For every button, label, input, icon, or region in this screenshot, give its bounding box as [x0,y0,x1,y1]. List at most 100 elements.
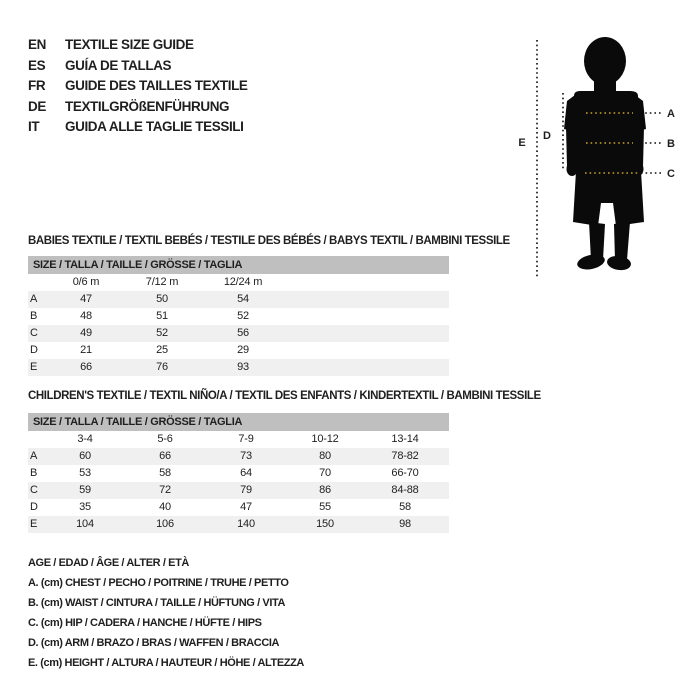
table-cell: 56 [237,327,249,339]
row-label: C [30,484,38,496]
babies-section-title: BABIES TEXTILE / TEXTIL BEBÉS / TESTILE … [28,235,510,247]
figure-label-c: C [667,168,675,180]
table-cell: 72 [159,484,171,496]
child-measurement-figure: A B C D E [518,37,675,277]
row-label: E [30,361,38,373]
legend-line: E. (cm) HEIGHT / ALTURA / HAUTEUR / HÖHE… [28,657,304,669]
figure-label-e: E [518,137,525,149]
table-row: B 53 58 64 70 66-70 [28,465,449,482]
table-row: C 59 72 79 86 84-88 [28,482,449,499]
table-cell: 78-82 [391,450,419,462]
children-section-title: CHILDREN'S TEXTILE / TEXTIL NIÑO/A / TEX… [28,390,541,402]
row-label: C [30,327,38,339]
table-cell: 49 [80,327,92,339]
row-label: D [30,344,38,356]
legend-line: B. (cm) WAIST / CINTURA / TAILLE / HÜFTU… [28,597,286,609]
table-cell: 47 [240,501,252,513]
row-label: B [30,310,38,322]
column-header: 0/6 m [72,276,100,288]
table-cell: 104 [76,518,94,530]
table-cell: 59 [79,484,91,496]
table-row: D 21 25 29 [28,342,449,359]
column-header: 5-6 [157,433,173,445]
table-cell: 47 [80,293,92,305]
legend-line: AGE / EDAD / ÂGE / ALTER / ETÀ [28,557,189,569]
table-cell: 66 [159,450,171,462]
children-table-body: A 60 66 73 80 78-82 B 53 58 64 70 66-70 C 59 72 79 86 84-… [28,448,449,533]
table-cell: 52 [237,310,249,322]
table-cell: 140 [237,518,255,530]
table-cell: 58 [399,501,411,513]
table-cell: 66 [80,361,92,373]
table-cell: 58 [159,467,171,479]
legend-line: D. (cm) ARM / BRAZO / BRAS / WAFFEN / BR… [28,637,280,649]
corner-cell [28,431,56,448]
table-cell: 106 [156,518,174,530]
legend-line: A. (cm) CHEST / PECHO / POITRINE / TRUHE… [28,577,289,589]
babies-column-header-row: 0/6 m 7/12 m 12/24 m [28,274,449,291]
children-textile-section: CHILDREN'S TEXTILE / TEXTIL NIÑO/A / TEX… [28,389,541,533]
figure-label-d: D [543,130,551,142]
language-code: IT [28,119,40,134]
row-label: A [30,293,38,305]
language-code: EN [28,37,46,52]
babies-textile-section: BABIES TEXTILE / TEXTIL BEBÉS / TESTILE … [28,234,510,376]
table-cell: 76 [156,361,168,373]
children-size-header-bar: SIZE / TALLA / TAILLE / GRÖSSE / TAGLIA [28,413,449,431]
table-cell: 93 [237,361,249,373]
language-title: GUÍA DE TALLAS [65,57,172,73]
table-cell: 79 [240,484,252,496]
table-cell: 54 [237,293,249,305]
corner-cell [28,274,56,291]
table-cell: 80 [319,450,331,462]
table-cell: 51 [156,310,168,322]
language-title: GUIDE DES TAILLES TEXTILE [65,78,248,93]
column-header: 7-9 [238,433,254,445]
measurement-legend: AGE / EDAD / ÂGE / ALTER / ETÀ A. (cm) CH… [28,553,304,673]
table-cell: 84-88 [391,484,419,496]
table-cell: 55 [319,501,331,513]
table-cell: 60 [79,450,91,462]
language-list: EN TEXTILE SIZE GUIDE ES GUÍA DE TALLAS FR GU… [28,35,248,138]
table-cell: 64 [240,467,252,479]
column-header: 13-14 [391,433,419,445]
table-cell: 53 [79,467,91,479]
table-row: A 47 50 54 [28,291,449,308]
row-label: B [30,467,38,479]
table-cell: 73 [240,450,252,462]
language-title: TEXTILGRÖßENFÜHRUNG [65,98,230,114]
language-row: IT GUIDA ALLE TAGLIE TESSILI [28,117,248,138]
babies-size-header-bar: SIZE / TALLA / TAILLE / GRÖSSE / TAGLIA [28,256,449,274]
table-row: E 66 76 93 [28,359,449,376]
table-cell: 50 [156,293,168,305]
language-row: DE TEXTILGRÖßENFÜHRUNG [28,97,248,118]
language-row: EN TEXTILE SIZE GUIDE [28,35,248,56]
column-header: 12/24 m [223,276,263,288]
table-cell: 35 [79,501,91,513]
babies-table-body: A 47 50 54 B 48 51 52 C 49 52 56 D 21 25 29 E 66 76 93 [28,291,449,376]
column-header: 3-4 [77,433,93,445]
table-row: C 49 52 56 [28,325,449,342]
row-label: D [30,501,38,513]
column-header: 10-12 [311,433,339,445]
language-row: ES GUÍA DE TALLAS [28,56,248,77]
table-row: E 104 106 140 150 98 [28,516,449,533]
table-row: A 60 66 73 80 78-82 [28,448,449,465]
table-cell: 40 [159,501,171,513]
language-code: ES [28,57,46,73]
row-label: A [30,450,38,462]
language-row: FR GUIDE DES TAILLES TEXTILE [28,76,248,97]
language-title: GUIDA ALLE TAGLIE TESSILI [65,119,244,134]
table-cell: 21 [80,344,92,356]
column-header: 7/12 m [145,276,179,288]
language-code: DE [28,98,46,114]
row-label: E [30,518,38,530]
table-cell: 66-70 [391,467,419,479]
table-cell: 150 [316,518,334,530]
table-cell: 52 [156,327,168,339]
legend-line: C. (cm) HIP / CADERA / HANCHE / HÜFTE / … [28,617,262,629]
table-cell: 48 [80,310,92,322]
table-row: D 35 40 47 55 58 [28,499,449,516]
children-column-header-row: 3-4 5-6 7-9 10-12 13-14 [28,431,449,448]
